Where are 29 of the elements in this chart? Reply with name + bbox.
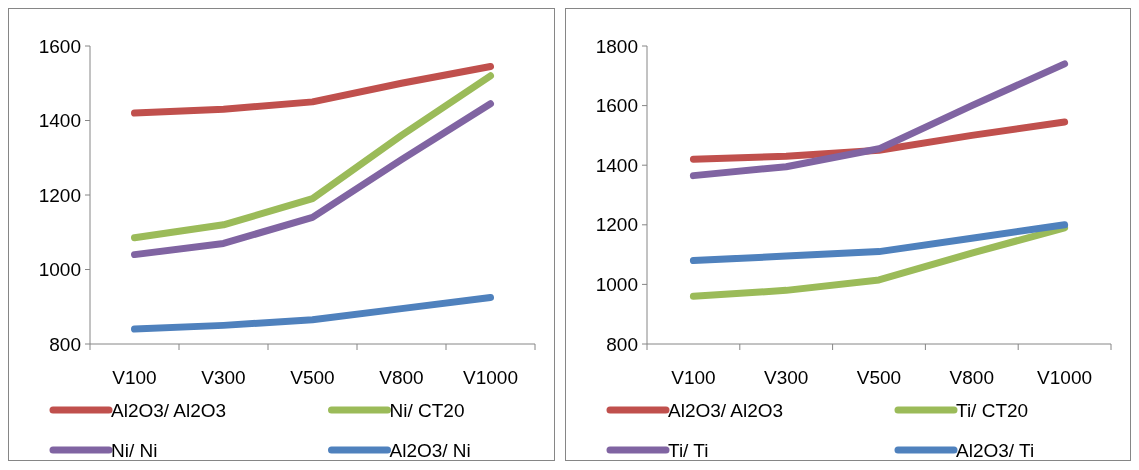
x-tick-label: V800: [379, 367, 424, 388]
y-tick-label: 1400: [595, 154, 638, 176]
y-tick-label: 1400: [38, 110, 81, 132]
y-tick-label: 1000: [595, 274, 638, 296]
x-tick-label: V100: [671, 367, 716, 388]
x-tick-label: V100: [112, 367, 157, 388]
y-tick-label: 1800: [595, 35, 638, 57]
x-tick-label: V300: [764, 367, 809, 388]
legend-label: Ni/ Ni: [111, 439, 158, 461]
legend-label: Ti/ CT20: [956, 399, 1029, 421]
x-tick-label: V500: [290, 367, 335, 388]
legend-label: Al2O3/ Ni: [389, 439, 471, 461]
legend-label: Al2O3/ Ti: [956, 439, 1035, 461]
legend-label: Al2O3/ Al2O3: [111, 399, 227, 421]
x-tick-label: V500: [856, 367, 902, 388]
y-tick-label: 1600: [38, 35, 81, 57]
y-tick-label: 1200: [595, 214, 638, 236]
legend-label: Ti/ Ti: [668, 439, 709, 461]
x-tick-label: V1000: [1037, 367, 1093, 388]
y-tick-label: 800: [606, 333, 638, 355]
x-tick-label: V1000: [463, 367, 518, 388]
y-tick-label: 1000: [38, 259, 81, 281]
y-tick-label: 1600: [595, 95, 638, 117]
x-tick-label: V300: [201, 367, 246, 388]
legend-label: Al2O3/ Al2O3: [668, 399, 784, 421]
legend-label: Ni/ CT20: [389, 399, 465, 421]
y-tick-label: 800: [49, 333, 81, 355]
y-tick-label: 1200: [38, 184, 81, 206]
x-tick-label: V800: [949, 367, 994, 388]
